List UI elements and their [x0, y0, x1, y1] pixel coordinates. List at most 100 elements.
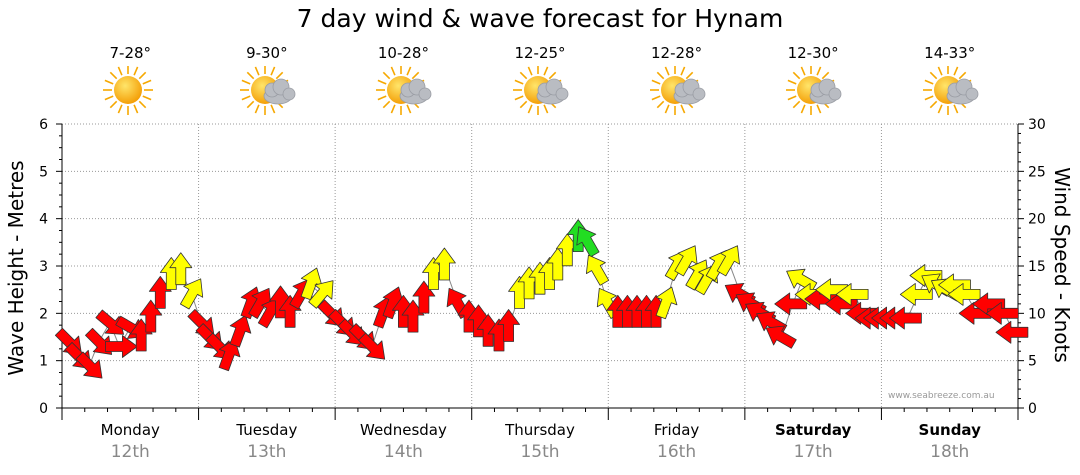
sun-cloud-icon — [485, 66, 595, 116]
sun-cloud-icon — [895, 66, 1005, 116]
wind-arrow — [947, 282, 981, 306]
temperature-range: 12-30° — [787, 44, 839, 62]
wind-arrow — [148, 275, 172, 309]
left-tick-label: 5 — [39, 164, 48, 180]
sun-cloud-icon — [758, 66, 868, 116]
day-name: Friday — [653, 421, 700, 439]
wind-arrow — [585, 254, 610, 286]
wind-arrow — [497, 309, 521, 342]
wind-arrow-shape — [497, 309, 521, 342]
wind-arrow — [75, 351, 103, 379]
left-tick-label: 0 — [39, 401, 48, 417]
wind-arrow — [774, 292, 808, 316]
wind-arrow-shape — [995, 320, 1029, 344]
wind-arrow — [95, 309, 124, 335]
day-weather-tuesday: 9-30° — [212, 44, 322, 116]
day-name: Saturday — [774, 421, 852, 439]
wind-arrow — [674, 245, 698, 277]
wind-arrow — [169, 252, 193, 286]
left-tick-label: 3 — [39, 259, 48, 275]
day-date: 17th — [793, 442, 833, 462]
wind-arrow — [576, 226, 600, 258]
right-tick-label: 30 — [1028, 117, 1046, 133]
day-weather-saturday: 12-30° — [758, 44, 868, 116]
wind-arrow-shape — [75, 351, 103, 379]
wind-arrow — [765, 325, 797, 349]
wind-arrow — [655, 286, 678, 320]
temperature-range: 7-28° — [109, 44, 152, 62]
wind-arrow — [995, 320, 1029, 344]
temperature-range: 12-28° — [651, 44, 703, 62]
wind-arrow — [889, 306, 922, 330]
day-weather-monday: 7-28° — [75, 44, 185, 116]
left-tick-label: 4 — [39, 212, 48, 228]
wind-arrow — [308, 280, 334, 309]
day-date: 12th — [110, 442, 150, 462]
right-tick-label: 20 — [1028, 212, 1046, 228]
day-label-friday: Friday 16th — [617, 421, 737, 462]
wind-arrow-shape — [576, 226, 600, 258]
wind-arrow-shape — [774, 292, 808, 316]
wind-arrow-shape — [105, 335, 138, 358]
temperature-range: 9-30° — [246, 44, 288, 62]
right-tick-label: 25 — [1028, 164, 1046, 180]
right-axis-label: Wind Speed - Knots — [1050, 167, 1074, 363]
day-date: 14th — [383, 442, 423, 462]
sun-cloud-icon — [348, 66, 458, 116]
temperature-range: 14-33° — [924, 44, 976, 62]
day-name: Sunday — [918, 421, 981, 439]
page-title: 7 day wind & wave forecast for Hynam — [296, 4, 784, 33]
wind-arrow — [716, 245, 740, 277]
day-label-thursday: Thursday 15th — [480, 421, 600, 462]
wind-arrow-shape — [947, 282, 981, 306]
sun-cloud-icon — [212, 66, 322, 116]
day-label-monday: Monday 12th — [70, 421, 190, 462]
wind-arrow — [985, 301, 1019, 325]
left-tick-label: 6 — [39, 117, 48, 133]
day-weather-thursday: 12-25° — [485, 44, 595, 116]
wind-arrow-shape — [674, 245, 698, 277]
watermark: www.seabreeze.com.au — [888, 391, 995, 401]
day-date: 16th — [657, 442, 697, 462]
day-date: 13th — [247, 442, 287, 462]
wind-arrow-shape — [95, 309, 124, 335]
wind-arrow-shape — [716, 245, 740, 277]
wind-arrow-shape — [308, 280, 334, 309]
left-tick-label: 1 — [39, 354, 48, 370]
left-tick-label: 2 — [39, 306, 48, 322]
wind-arrow — [899, 282, 933, 306]
day-label-wednesday: Wednesday 14th — [343, 421, 463, 462]
day-label-sunday: Sunday 18th — [890, 421, 1010, 462]
wind-arrow-shape — [358, 332, 386, 360]
day-weather-wednesday: 10-28° — [348, 44, 458, 116]
wind-arrow-shape — [148, 275, 172, 309]
day-name: Tuesday — [236, 421, 298, 439]
sun-icon — [75, 66, 185, 116]
left-axis-label: Wave Height - Metres — [4, 160, 28, 376]
wind-arrow-shape — [169, 252, 193, 286]
right-tick-label: 5 — [1028, 354, 1037, 370]
sun-cloud-icon — [622, 66, 732, 116]
wind-arrow — [432, 247, 456, 281]
day-weather-sunday: 14-33° — [895, 44, 1005, 116]
wind-arrow-shape — [835, 282, 869, 306]
wind-arrow — [358, 332, 386, 360]
right-tick-label: 10 — [1028, 306, 1046, 322]
wind-arrow-shape — [432, 247, 456, 281]
temperature-range: 12-25° — [514, 44, 566, 62]
temperature-range: 10-28° — [377, 44, 429, 62]
day-name: Monday — [100, 421, 160, 439]
day-label-saturday: Saturday 17th — [753, 421, 873, 462]
wind-arrow-shape — [899, 282, 933, 306]
right-tick-label: 0 — [1028, 401, 1037, 417]
right-tick-label: 15 — [1028, 259, 1046, 275]
wind-arrow-shape — [218, 338, 241, 372]
wind-arrow-shape — [585, 254, 610, 286]
wind-arrow-shape — [229, 314, 252, 348]
wind-arrow-shape — [655, 286, 678, 320]
wind-arrow — [105, 335, 138, 358]
wind-arrow-shape — [889, 306, 922, 330]
wind-arrow-shape — [765, 325, 797, 349]
day-date: 18th — [930, 442, 970, 462]
